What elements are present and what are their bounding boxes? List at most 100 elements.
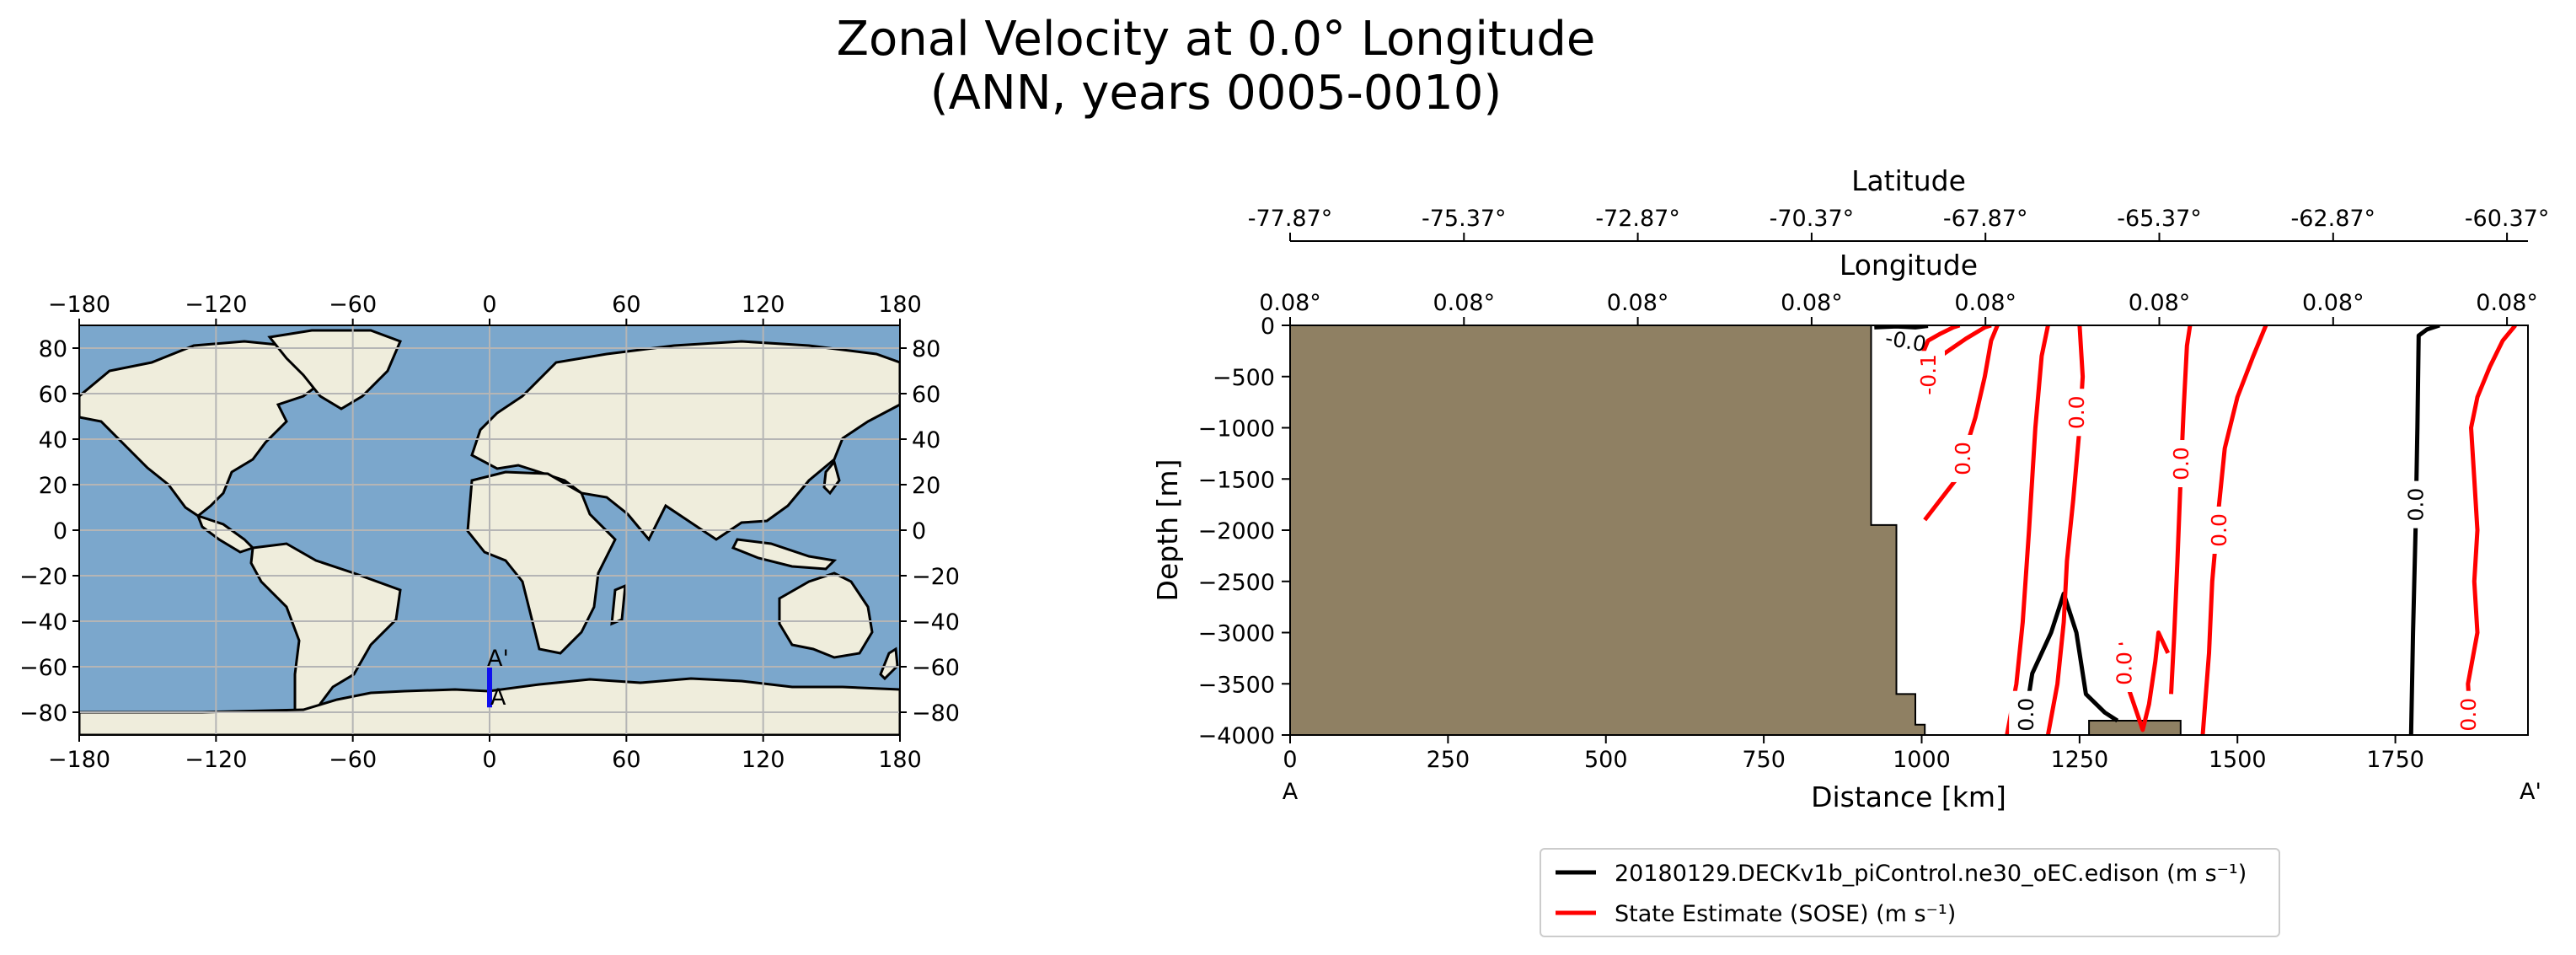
- contour-label-bg: [2059, 389, 2094, 437]
- x-tick-label: 250: [1427, 747, 1470, 773]
- map-xtick-label-top: 0: [482, 292, 496, 318]
- top-tick-label: -70.37°: [1770, 206, 1855, 232]
- map-ytick-label-right: 20: [912, 473, 940, 499]
- contour-label: 0.0: [2169, 447, 2193, 480]
- contour-label: 0.0: [2112, 652, 2136, 685]
- top-tick-label: -65.37°: [2117, 206, 2202, 232]
- x-tick-label: 1750: [2366, 747, 2424, 773]
- x-tick-label: 0: [1283, 747, 1297, 773]
- map-ytick-label-left: 60: [39, 382, 67, 408]
- contour-label: 0.0: [2404, 488, 2429, 522]
- map-continents: [79, 329, 900, 735]
- map-xtick-label-bottom: 60: [612, 747, 640, 773]
- contour-label: 0.0: [2014, 698, 2038, 732]
- land-greenland: [267, 329, 402, 410]
- contour-label-bg: [1910, 351, 1945, 399]
- contour-sose: [2045, 325, 2086, 735]
- seafloor-polygon: [1289, 325, 2182, 736]
- top-tick-label: -75.37°: [1422, 206, 1507, 232]
- top-tick-label: -60.37°: [2465, 206, 2550, 232]
- map-ytick-label-left: −40: [19, 609, 67, 636]
- top-tick-label: 0.08°: [1954, 290, 2016, 316]
- contour-label: 0.0: [2207, 513, 2231, 547]
- map-gridlines: [78, 325, 901, 735]
- contour-label: 0.0: [1951, 442, 1975, 475]
- contour-sose: [2005, 325, 2050, 735]
- y-tick-label: −2500: [1198, 570, 1275, 596]
- map-xtick-label-top: −180: [48, 292, 110, 318]
- contour-label: -0.1: [1916, 354, 1941, 395]
- legend-box: [1540, 848, 2280, 937]
- transect-end-label: A': [487, 646, 509, 672]
- map-xtick-label-top: −120: [185, 292, 247, 318]
- land-new-zealand: [879, 647, 899, 681]
- map-xtick-label-bottom: −60: [329, 747, 377, 773]
- map-ytick-label-left: 0: [53, 518, 67, 545]
- y-tick-label: −4000: [1198, 723, 1275, 749]
- top-tick-label: 0.08°: [1259, 290, 1321, 316]
- y-tick-label: −2000: [1198, 518, 1275, 545]
- contour-label-bg: [2450, 690, 2485, 738]
- y-tick-label: −1500: [1198, 467, 1275, 493]
- legend-label-sose: State Estimate (SOSE) (m s⁻¹): [1615, 901, 1956, 927]
- longitude-axis-label: Longitude: [1840, 249, 1978, 282]
- contour-label: 0.0: [2456, 698, 2481, 732]
- contour-label: 0.0: [2065, 395, 2089, 429]
- y-tick-label: −3000: [1198, 621, 1275, 647]
- x-axis-label: Distance [km]: [1811, 781, 2006, 813]
- contour-lines: [1874, 325, 2517, 735]
- contour-model: [2020, 591, 2119, 735]
- contour-label-bg: [2009, 690, 2043, 738]
- latitude-axis-label: Latitude: [1851, 164, 1966, 197]
- y-tick-label: −1000: [1198, 416, 1275, 443]
- map-xtick-label-bottom: 180: [878, 747, 922, 773]
- y-tick-label: 0: [1261, 314, 1275, 340]
- top-tick-label: 0.08°: [1433, 290, 1495, 316]
- land-indonesia: [731, 538, 838, 571]
- land-madagascar: [610, 583, 627, 626]
- contour-sose: [1923, 325, 2000, 522]
- contour-label-bg: [2107, 645, 2141, 693]
- x-tick-label: 1500: [2209, 747, 2267, 773]
- map-ytick-label-left: 80: [39, 336, 67, 362]
- x-tick-label: 500: [1584, 747, 1628, 773]
- x-tick-label: 1000: [1893, 747, 1951, 773]
- x-end-label: A': [2520, 779, 2541, 805]
- contour-label-bg: [2201, 507, 2236, 554]
- map-ytick-label-left: 20: [39, 473, 67, 499]
- top-tick-label: -77.87°: [1248, 206, 1333, 232]
- top-tick-label: -62.87°: [2291, 206, 2376, 232]
- transect-start-label: A: [490, 684, 506, 711]
- map-ytick-label-left: −80: [19, 700, 67, 727]
- y-axis-label: Depth [m]: [1151, 459, 1184, 602]
- map-ytick-label-right: 0: [912, 518, 926, 545]
- map-xtick-label-bottom: 120: [742, 747, 785, 773]
- contour-model: [1874, 325, 1929, 330]
- map-xtick-label-top: −60: [329, 292, 377, 318]
- contour-label-bg: [2163, 440, 2198, 488]
- contour-labels: -0.00.00.0-0.10.00.00.00.00.00.0: [1883, 325, 2485, 738]
- transect-panel: -0.00.00.0-0.10.00.00.00.00.00.0 0 250 500…: [1151, 164, 2549, 813]
- map-ytick-label-right: −60: [912, 655, 960, 681]
- map-ytick-label-right: 40: [912, 427, 940, 453]
- latitude-ticks: -77.87° -75.37° -72.87° -70.37° -67.87° -65.3…: [1248, 206, 2550, 241]
- top-tick-label: 0.08°: [2476, 290, 2538, 316]
- map-ytick-label-right: 60: [912, 382, 940, 408]
- figure-title-line1: Zonal Velocity at 0.0° Longitude: [837, 12, 1596, 67]
- top-tick-label: -72.87°: [1595, 206, 1680, 232]
- land-north-america: [79, 340, 340, 518]
- map-ytick-label-left: 40: [39, 427, 67, 453]
- top-tick-label: 0.08°: [2129, 290, 2191, 316]
- map-ytick-label-left: −60: [19, 655, 67, 681]
- map-xtick-label-bottom: −180: [48, 747, 110, 773]
- contour-sose: [2200, 325, 2268, 735]
- map-xtick-label-top: 120: [742, 292, 785, 318]
- map-ytick-label-right: −80: [912, 700, 960, 727]
- contour-label-bg: [1946, 434, 1980, 482]
- land-australia: [778, 571, 874, 659]
- legend-label-model: 20180129.DECKv1b_piControl.ne30_oEC.edis…: [1615, 861, 2247, 887]
- map-xtick-label-bottom: 0: [482, 747, 496, 773]
- figure-title-line2: (ANN, years 0005-0010): [930, 66, 1502, 121]
- longitude-ticks: 0.08° 0.08° 0.08° 0.08° 0.08° 0.08° 0.08° 0.08°: [1259, 290, 2538, 325]
